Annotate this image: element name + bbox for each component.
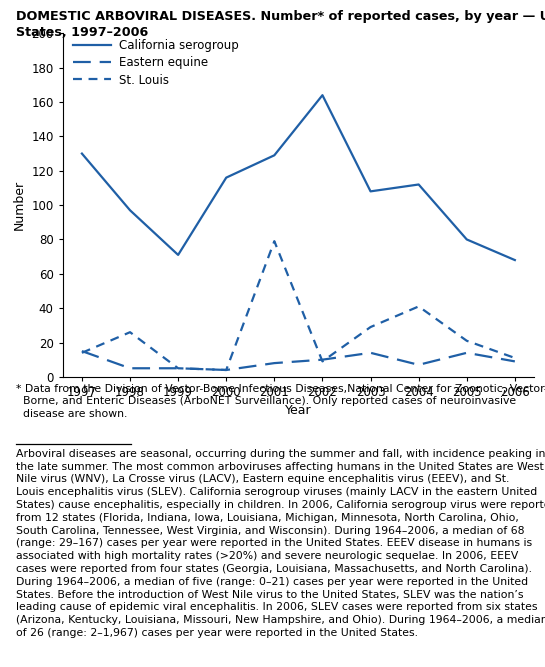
Text: Arboviral diseases are seasonal, occurring during the summer and fall, with inci: Arboviral diseases are seasonal, occurri… bbox=[16, 449, 545, 638]
Y-axis label: Number: Number bbox=[13, 180, 26, 230]
Text: * Data from the Division of Vector-Borne Infectious Diseases,National Center for: * Data from the Division of Vector-Borne… bbox=[16, 384, 545, 419]
Text: DOMESTIC ARBOVIRAL DISEASES. Number* of reported cases, by year — United
States,: DOMESTIC ARBOVIRAL DISEASES. Number* of … bbox=[16, 10, 545, 39]
Legend: California serogroup, Eastern equine, St. Louis: California serogroup, Eastern equine, St… bbox=[73, 39, 239, 87]
X-axis label: Year: Year bbox=[285, 404, 312, 418]
